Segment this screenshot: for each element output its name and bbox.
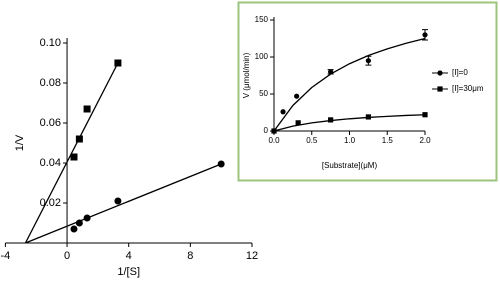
data-point <box>83 214 91 222</box>
y-tick-label: 100 <box>255 52 269 61</box>
y-tick-label: 50 <box>259 89 268 98</box>
y-tick-label: 0 <box>264 126 269 135</box>
data-point <box>70 153 78 161</box>
data-point <box>83 105 91 113</box>
data-point <box>422 32 428 38</box>
data-point <box>75 135 83 143</box>
y-tick-label: 150 <box>255 15 269 24</box>
x-tick-label: 8 <box>187 250 193 262</box>
data-point <box>365 58 371 64</box>
y-axis-label: 1/V <box>14 134 26 151</box>
data-point <box>271 128 277 134</box>
data-point <box>328 69 334 75</box>
fit-line <box>24 62 119 244</box>
data-point <box>365 114 371 120</box>
x-axis-label: 1/[S] <box>117 266 140 278</box>
data-point <box>114 197 122 205</box>
data-point <box>280 109 286 115</box>
x-tick-label: 0.5 <box>306 136 318 145</box>
x-tick-label: 2.0 <box>419 136 431 145</box>
x-tick-label: 12 <box>246 250 258 262</box>
data-point <box>217 160 225 168</box>
y-tick-label: 0.02 <box>40 197 61 209</box>
data-point <box>295 120 301 126</box>
legend-marker <box>437 86 443 92</box>
x-tick-label: 1.0 <box>344 136 356 145</box>
y-tick-label: 0.04 <box>40 157 61 169</box>
data-point <box>422 112 428 118</box>
y-tick-label: 0.08 <box>40 77 61 89</box>
fit-line <box>273 37 426 132</box>
y-tick-label: 0.06 <box>40 117 61 129</box>
x-tick-label: 4 <box>126 250 132 262</box>
legend-label: [I]=30μm <box>452 84 484 93</box>
data-point <box>70 225 78 233</box>
data-point <box>114 59 122 67</box>
x-tick-label: -4 <box>1 250 11 262</box>
data-point <box>75 219 83 227</box>
x-tick-label: 0 <box>64 250 70 262</box>
x-tick-label: 0.0 <box>268 136 280 145</box>
x-axis-label: [Substrate](μM) <box>322 161 378 170</box>
data-point <box>294 93 300 99</box>
inset-frame <box>237 1 498 182</box>
x-tick-label: 1.5 <box>382 136 394 145</box>
data-point <box>328 117 334 123</box>
y-tick-label: 0.10 <box>40 37 61 49</box>
y-axis-label: V (μmol/min) <box>242 52 251 98</box>
legend-marker <box>437 70 443 76</box>
fit-line <box>25 163 222 244</box>
legend-label: [I]=0 <box>452 68 468 77</box>
